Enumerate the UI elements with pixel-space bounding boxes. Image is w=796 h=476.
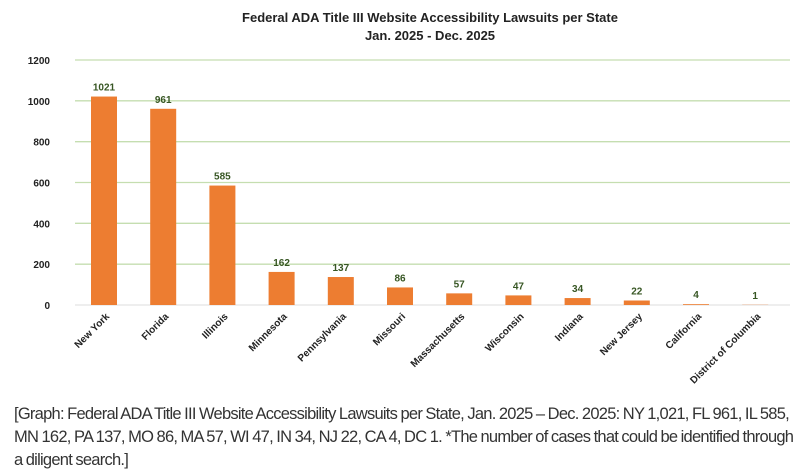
bar (623, 300, 650, 305)
y-tick-label: 1000 (28, 97, 51, 108)
data-label: 47 (513, 281, 525, 292)
data-label: 1021 (93, 83, 116, 94)
bar (268, 271, 295, 305)
data-label: 34 (572, 284, 584, 295)
data-label: 57 (454, 279, 466, 290)
chart-subtitle: Jan. 2025 - Dec. 2025 (365, 28, 495, 43)
y-tick-label: 1200 (28, 56, 51, 67)
bar (446, 293, 473, 305)
chart-title: Federal ADA Title III Website Accessibil… (242, 10, 618, 25)
x-tick-label: Massachusetts (409, 311, 468, 370)
data-label: 86 (394, 273, 406, 284)
x-tick-label: Missouri (371, 311, 408, 348)
data-label: 961 (155, 95, 172, 106)
x-tick-label: Pennsylvania (296, 311, 349, 364)
data-label: 162 (273, 258, 290, 269)
data-label: 22 (631, 287, 643, 298)
chart-caption: [Graph: Federal ADA Title III Website Ac… (14, 405, 794, 469)
y-tick-label: 400 (33, 219, 50, 230)
y-tick-label: 200 (33, 260, 50, 271)
bar (564, 298, 591, 305)
data-label: 137 (332, 263, 349, 274)
bar (387, 287, 413, 305)
x-tick-label: New Jersey (598, 311, 645, 358)
bar (91, 96, 117, 305)
x-tick-label: California (664, 311, 705, 352)
x-tick-label: Minnesota (247, 311, 290, 354)
data-label: 1 (752, 291, 758, 302)
x-tick-label: New York (73, 311, 113, 351)
x-tick-label: Illinois (200, 311, 230, 341)
y-tick-label: 600 (33, 179, 50, 190)
y-tick-label: 0 (44, 301, 50, 312)
bar (150, 108, 177, 305)
bar (209, 185, 236, 305)
x-tick-label: Florida (140, 311, 172, 343)
y-tick-label: 800 (33, 138, 50, 149)
x-tick-label: Wisconsin (483, 311, 526, 354)
x-tick-label: Indiana (553, 311, 586, 344)
bar (327, 277, 354, 305)
data-label: 585 (214, 172, 231, 183)
bar-chart: Federal ADA Title III Website Accessibil… (28, 10, 790, 386)
bar (683, 304, 709, 305)
bar (505, 295, 532, 305)
data-label: 4 (693, 290, 699, 301)
